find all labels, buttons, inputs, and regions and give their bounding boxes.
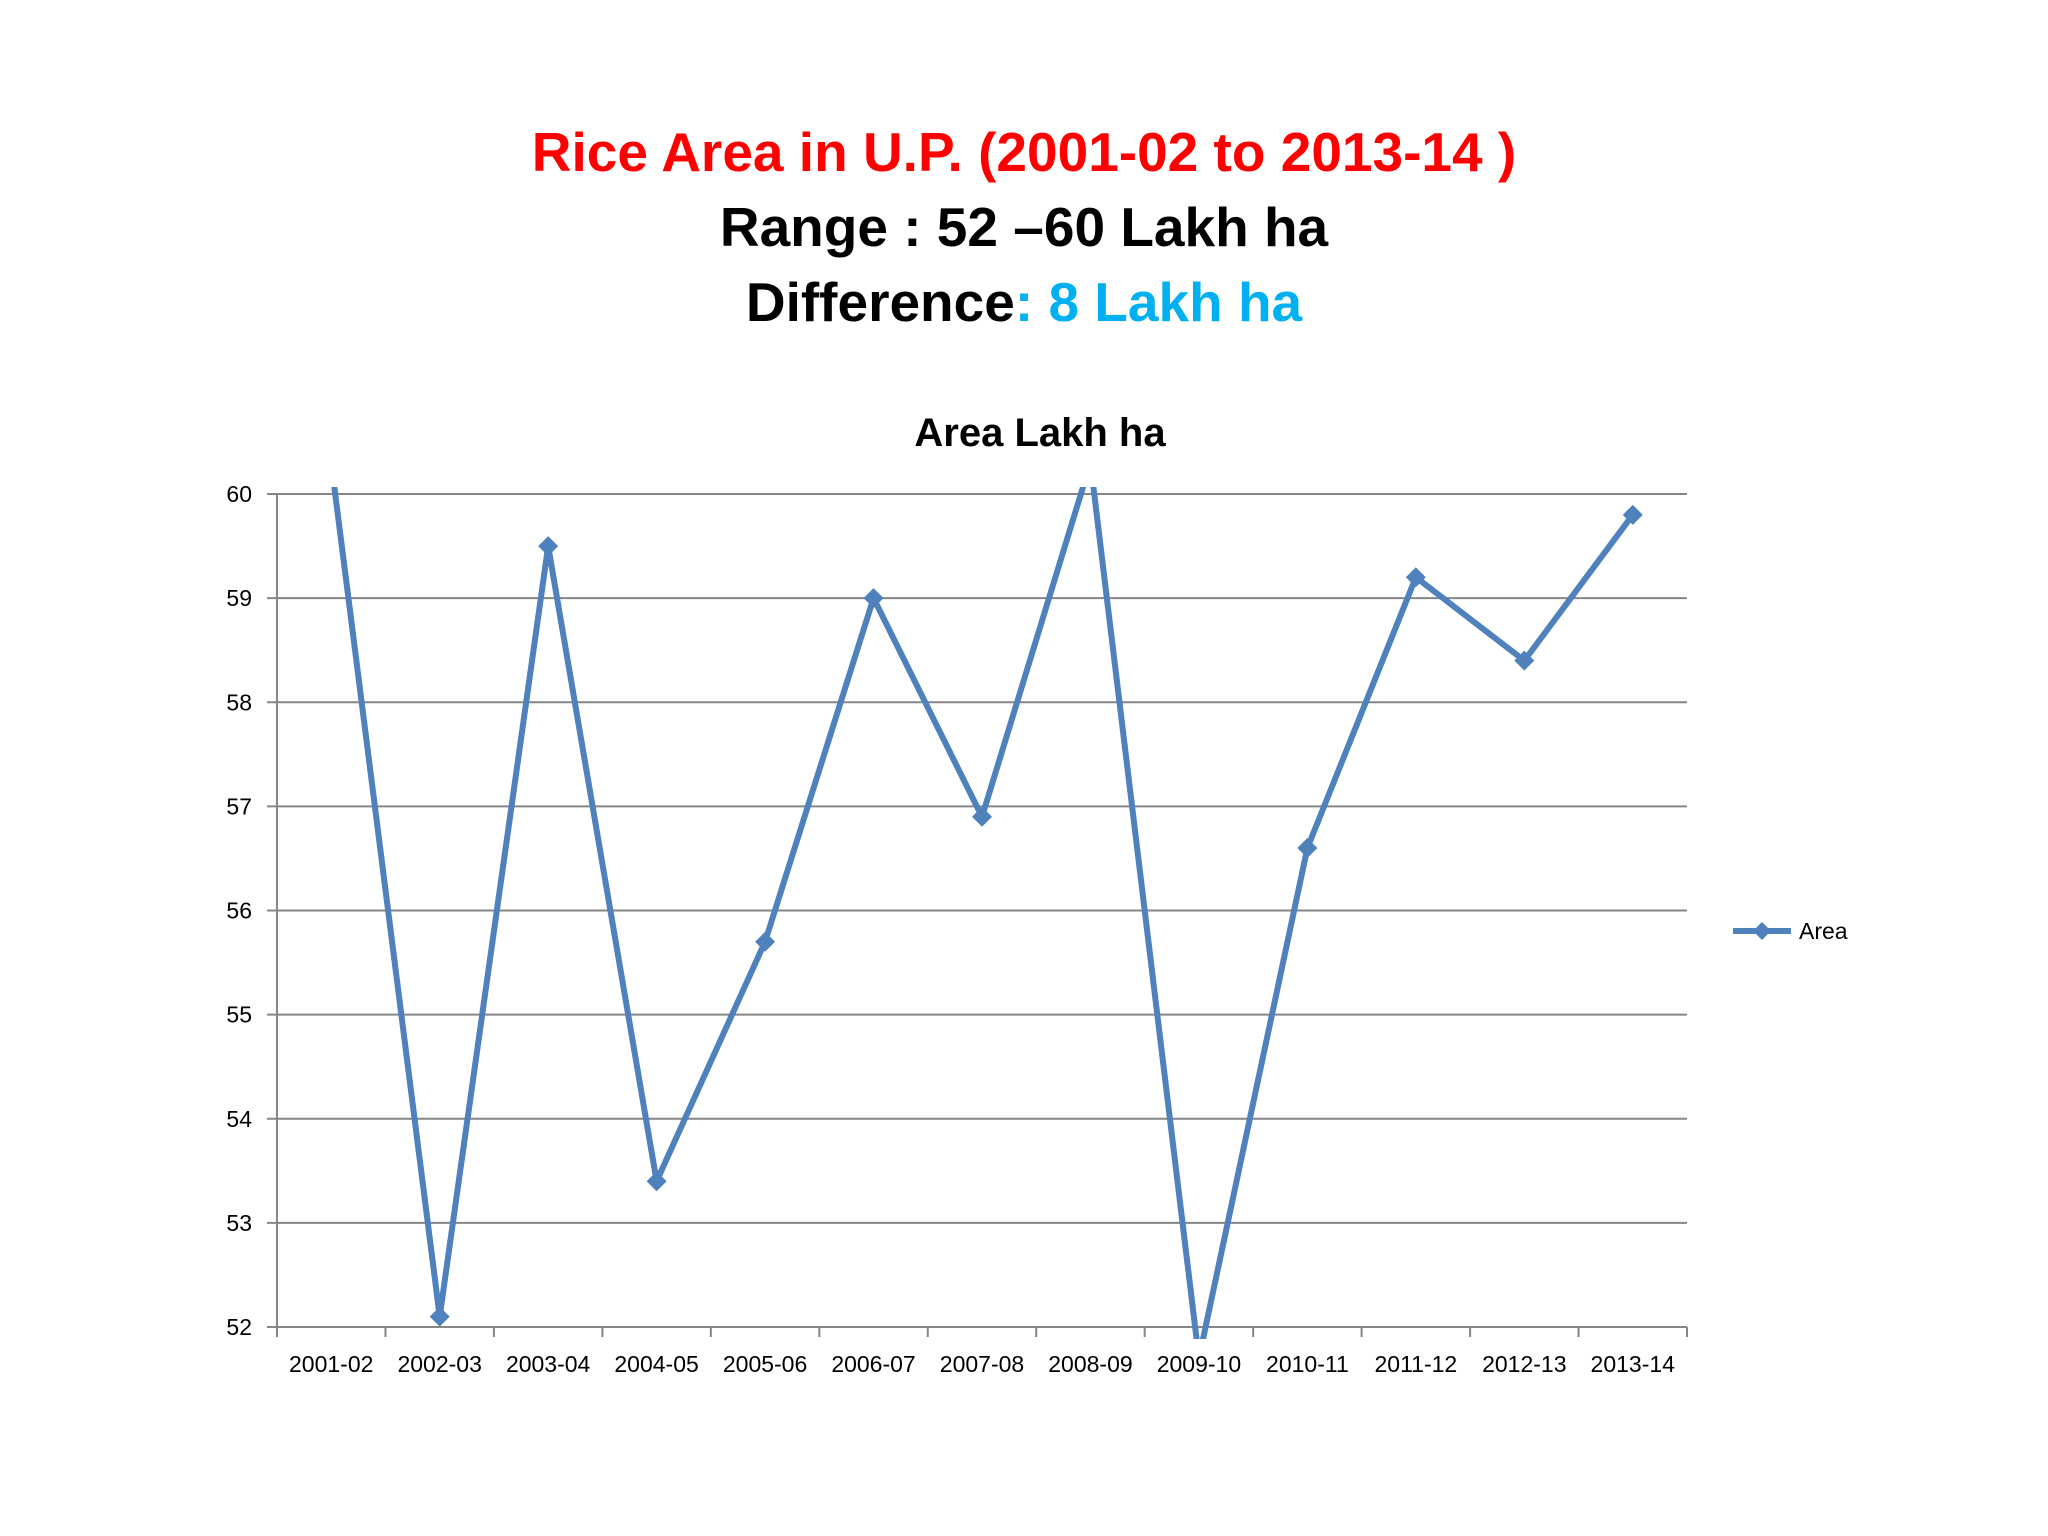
data-point — [1297, 838, 1318, 859]
legend: Area — [1733, 918, 1848, 944]
y-tick-label: 53 — [226, 1210, 252, 1236]
data-point — [646, 1171, 667, 1192]
legend-marker — [1753, 922, 1771, 940]
y-tick-label: 55 — [226, 1002, 252, 1028]
slide-title: Rice Area in U.P. (2001-02 to 2013-14 ) — [531, 121, 1517, 183]
x-tick-label: 2006-07 — [831, 1351, 915, 1377]
x-tick-label: 2009-10 — [1157, 1351, 1241, 1377]
y-tick-label: 54 — [226, 1106, 252, 1132]
x-tick-label: 2002-03 — [397, 1351, 481, 1377]
x-tick-label: 2010-11 — [1266, 1351, 1349, 1377]
y-tick-label: 59 — [226, 585, 252, 611]
chart-title: Area Lakh ha — [914, 411, 1166, 455]
series-area — [321, 453, 1643, 1339]
difference-label: Difference — [745, 271, 1015, 333]
data-point — [538, 536, 559, 557]
data-point — [429, 1306, 450, 1327]
x-tick-label: 2003-04 — [506, 1351, 591, 1377]
data-point — [972, 806, 992, 827]
x-tick-label: 2008-09 — [1048, 1351, 1132, 1377]
x-tick-label: 2004-05 — [614, 1351, 698, 1377]
range-text: Range : 52 –60 Lakh ha — [719, 196, 1329, 258]
data-point — [1405, 567, 1426, 588]
difference-line: Difference: 8 Lakh ha — [0, 265, 2048, 340]
y-tick-label: 56 — [226, 898, 252, 924]
legend-label: Area — [1799, 918, 1848, 944]
y-tick-label: 60 — [226, 481, 252, 507]
y-tick-label: 52 — [226, 1314, 252, 1340]
data-point — [1622, 504, 1643, 525]
gridlines — [277, 493, 1687, 1224]
data-point — [321, 453, 341, 473]
data-point — [863, 588, 884, 609]
difference-colon: : — [1014, 271, 1034, 333]
data-point — [1514, 650, 1535, 671]
y-tick-label: 57 — [226, 793, 252, 819]
y-tick-label: 58 — [226, 689, 252, 715]
x-tick-label: 2012-13 — [1482, 1351, 1566, 1377]
axes: 52 53 54 55 56 57 58 59 60 2001-02 2002-03 2003-04 2… — [226, 481, 1688, 1377]
x-tick-label: 2007-08 — [940, 1351, 1024, 1377]
data-point — [1080, 453, 1100, 473]
difference-value: 8 Lakh ha — [1048, 271, 1303, 333]
x-tick-label: 2005-06 — [723, 1351, 807, 1377]
data-point — [755, 931, 776, 952]
x-tick-label: 2011-12 — [1374, 1351, 1457, 1377]
x-tick-label: 2001-02 — [289, 1351, 373, 1377]
x-tick-label: 2013-14 — [1591, 1351, 1676, 1377]
